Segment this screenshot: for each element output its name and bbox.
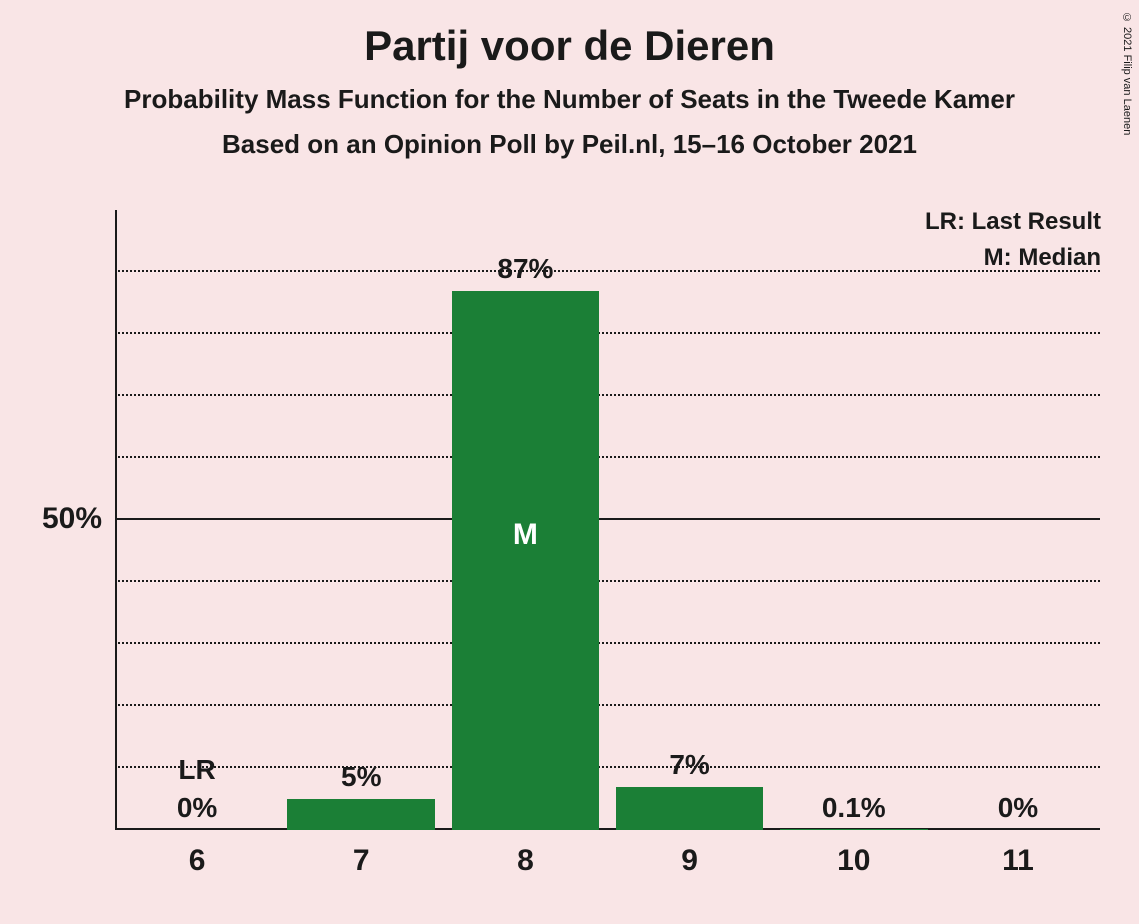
bar-slot-7: 5% (279, 210, 443, 830)
x-axis-labels: 6 7 8 9 10 11 (115, 844, 1100, 878)
x-label-11: 11 (936, 844, 1100, 878)
chart-title: Partij voor de Dieren (0, 0, 1139, 70)
bar-value-11: 0% (936, 792, 1100, 824)
chart-subtitle-1: Probability Mass Function for the Number… (0, 84, 1139, 115)
copyright-text: © 2021 Filip van Laenen (1121, 12, 1133, 135)
plot-area: LR 0% 5% 87% M 7% 0.1% 0% (115, 210, 1100, 830)
bar-value-7: 5% (279, 761, 443, 793)
x-label-9: 9 (608, 844, 772, 878)
bar-8 (452, 291, 600, 830)
y-axis-label-50: 50% (0, 502, 102, 536)
bar-value-8: 87% (443, 253, 607, 285)
bar-annot-lr: LR (115, 754, 279, 786)
bar-slot-9: 7% (608, 210, 772, 830)
bar-slot-11: 0% (936, 210, 1100, 830)
x-label-6: 6 (115, 844, 279, 878)
bar-slot-10: 0.1% (772, 210, 936, 830)
chart-subtitle-2: Based on an Opinion Poll by Peil.nl, 15–… (0, 129, 1139, 160)
bar-10 (780, 829, 928, 830)
bar-slot-8: 87% M (443, 210, 607, 830)
bars-container: LR 0% 5% 87% M 7% 0.1% 0% (115, 210, 1100, 830)
x-label-7: 7 (279, 844, 443, 878)
x-label-8: 8 (443, 844, 607, 878)
bar-7 (287, 799, 435, 830)
bar-value-9: 7% (608, 749, 772, 781)
bar-inner-median: M (443, 518, 607, 552)
bar-value-10: 0.1% (772, 792, 936, 824)
bar-9 (616, 787, 764, 830)
x-label-10: 10 (772, 844, 936, 878)
bar-slot-6: LR 0% (115, 210, 279, 830)
bar-value-6: 0% (115, 792, 279, 824)
